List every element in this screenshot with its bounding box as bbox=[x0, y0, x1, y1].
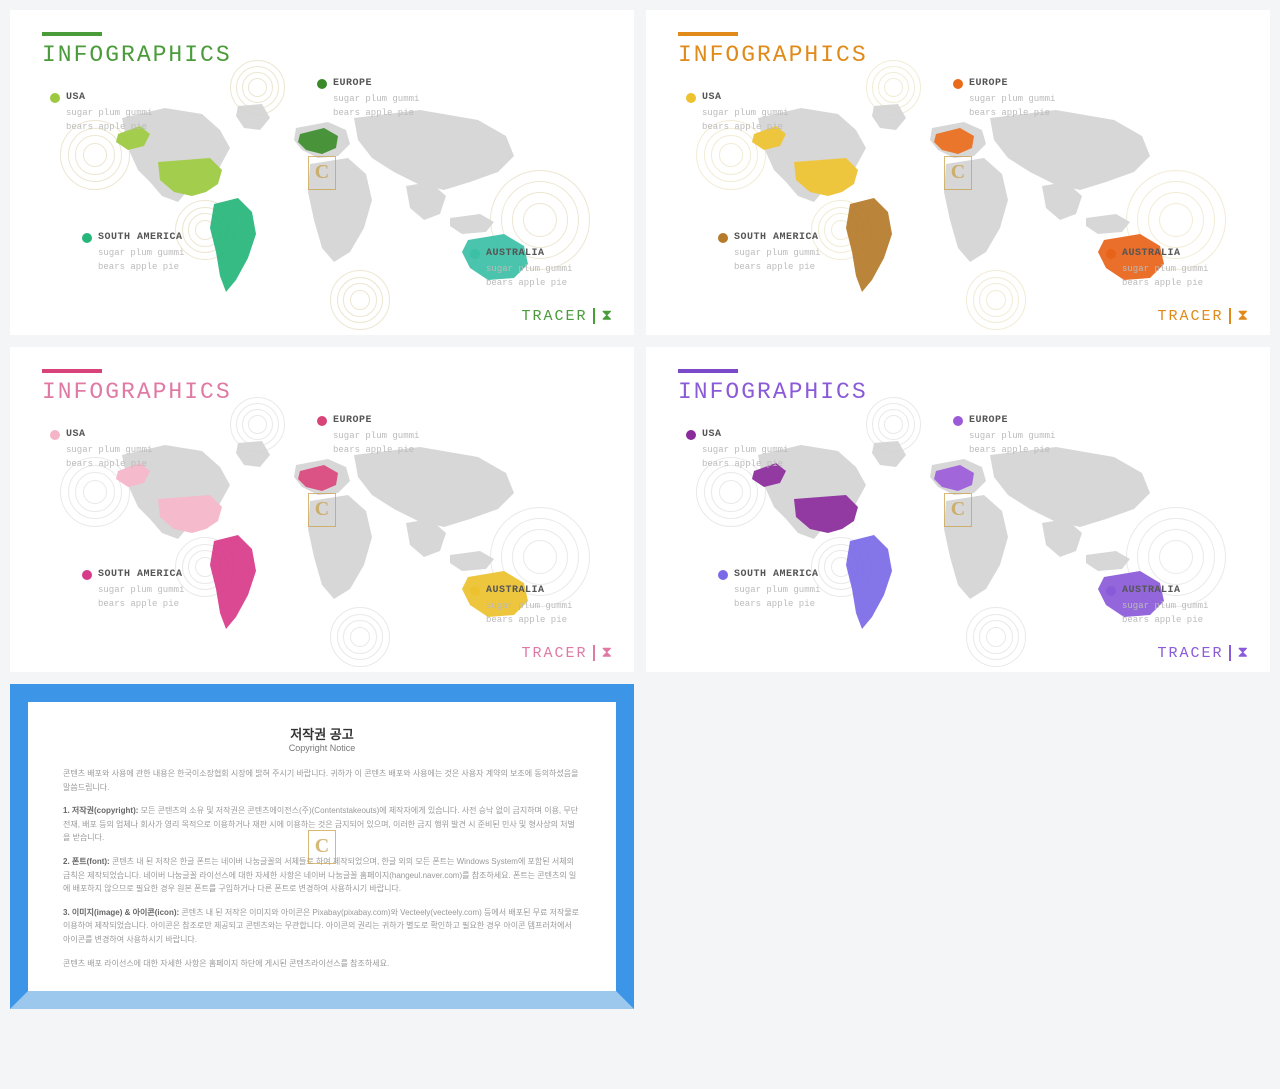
copyright-panel: 저작권 공고 Copyright Notice 콘텐츠 배포와 사용에 관한 내… bbox=[10, 684, 634, 1009]
copyright-body: 콘텐츠 배포와 사용에 관한 내용은 한국이소장협회 시장에 밝혀 주시기 바랍… bbox=[63, 767, 581, 970]
label-europe: EUROPE sugar plum gummi bears apple pie bbox=[317, 415, 457, 457]
label-usa: USA sugar plum gummi bears apple pie bbox=[686, 92, 826, 134]
dot-icon bbox=[686, 93, 696, 103]
label-europe: EUROPE sugar plum gummi bears apple pie bbox=[317, 78, 457, 120]
dot-icon bbox=[470, 586, 480, 596]
label-europe: EUROPE sugar plum gummi bears apple pie bbox=[953, 78, 1093, 120]
dot-icon bbox=[82, 233, 92, 243]
footer-brand: TRACER ⧗ bbox=[1157, 644, 1250, 662]
region-name: AUSTRALIA bbox=[1122, 248, 1181, 259]
region-desc: sugar plum gummi bears apple pie bbox=[969, 93, 1093, 120]
dot-icon bbox=[1106, 249, 1116, 259]
dot-icon bbox=[50, 430, 60, 440]
label-australia: AUSTRALIA sugar plum gummi bears apple p… bbox=[1106, 585, 1246, 627]
title-bar bbox=[678, 369, 738, 373]
region-desc: sugar plum gummi bears apple pie bbox=[333, 93, 457, 120]
label-usa: USA sugar plum gummi bears apple pie bbox=[686, 429, 826, 471]
region-desc: sugar plum gummi bears apple pie bbox=[98, 247, 222, 274]
label-south_america: SOUTH AMERICA sugar plum gummi bears app… bbox=[718, 569, 858, 611]
region-name: SOUTH AMERICA bbox=[98, 232, 183, 243]
region-desc: sugar plum gummi bears apple pie bbox=[1122, 263, 1246, 290]
label-south_america: SOUTH AMERICA sugar plum gummi bears app… bbox=[82, 569, 222, 611]
title-bar bbox=[678, 32, 738, 36]
region-name: EUROPE bbox=[969, 78, 1008, 89]
hourglass-icon: ⧗ bbox=[1237, 644, 1250, 662]
region-desc: sugar plum gummi bears apple pie bbox=[333, 430, 457, 457]
dot-icon bbox=[686, 430, 696, 440]
region-desc: sugar plum gummi bears apple pie bbox=[1122, 600, 1246, 627]
dot-icon bbox=[50, 93, 60, 103]
label-usa: USA sugar plum gummi bears apple pie bbox=[50, 92, 190, 134]
dot-icon bbox=[718, 233, 728, 243]
dot-icon bbox=[1106, 586, 1116, 596]
label-australia: AUSTRALIA sugar plum gummi bears apple p… bbox=[470, 585, 610, 627]
region-name: AUSTRALIA bbox=[486, 248, 545, 259]
hourglass-icon: ⧗ bbox=[601, 307, 614, 325]
region-name: EUROPE bbox=[333, 415, 372, 426]
dot-icon bbox=[718, 570, 728, 580]
title-bar bbox=[42, 32, 102, 36]
hourglass-icon: ⧗ bbox=[1237, 307, 1250, 325]
dot-icon bbox=[82, 570, 92, 580]
dot-icon bbox=[953, 79, 963, 89]
footer-brand: TRACER ⧗ bbox=[1157, 307, 1250, 325]
region-name: EUROPE bbox=[969, 415, 1008, 426]
region-name: USA bbox=[66, 429, 86, 440]
region-desc: sugar plum gummi bears apple pie bbox=[98, 584, 222, 611]
infographic-panel-1: INFOGRAPHICS USA sugar plum gummi bears … bbox=[646, 10, 1270, 335]
region-name: EUROPE bbox=[333, 78, 372, 89]
copyright-subtitle: Copyright Notice bbox=[63, 743, 581, 753]
infographic-panel-2: INFOGRAPHICS USA sugar plum gummi bears … bbox=[10, 347, 634, 672]
region-name: USA bbox=[702, 92, 722, 103]
infographic-panel-3: INFOGRAPHICS USA sugar plum gummi bears … bbox=[646, 347, 1270, 672]
region-name: USA bbox=[66, 92, 86, 103]
region-name: SOUTH AMERICA bbox=[734, 569, 819, 580]
dot-icon bbox=[470, 249, 480, 259]
copyright-title: 저작권 공고 bbox=[63, 724, 581, 743]
footer-brand: TRACER ⧗ bbox=[521, 307, 614, 325]
region-name: SOUTH AMERICA bbox=[98, 569, 183, 580]
panel-title: INFOGRAPHICS bbox=[678, 379, 868, 405]
infographic-panel-0: INFOGRAPHICS USA sugar plum gummi bears … bbox=[10, 10, 634, 335]
panel-title: INFOGRAPHICS bbox=[42, 42, 232, 68]
label-australia: AUSTRALIA sugar plum gummi bears apple p… bbox=[470, 248, 610, 290]
region-desc: sugar plum gummi bears apple pie bbox=[66, 444, 190, 471]
region-desc: sugar plum gummi bears apple pie bbox=[702, 444, 826, 471]
panel-title: INFOGRAPHICS bbox=[42, 379, 232, 405]
label-south_america: SOUTH AMERICA sugar plum gummi bears app… bbox=[82, 232, 222, 274]
region-desc: sugar plum gummi bears apple pie bbox=[734, 247, 858, 274]
region-name: USA bbox=[702, 429, 722, 440]
dot-icon bbox=[317, 79, 327, 89]
region-name: AUSTRALIA bbox=[486, 585, 545, 596]
region-name: AUSTRALIA bbox=[1122, 585, 1181, 596]
label-europe: EUROPE sugar plum gummi bears apple pie bbox=[953, 415, 1093, 457]
region-desc: sugar plum gummi bears apple pie bbox=[969, 430, 1093, 457]
label-australia: AUSTRALIA sugar plum gummi bears apple p… bbox=[1106, 248, 1246, 290]
footer-brand: TRACER ⧗ bbox=[521, 644, 614, 662]
region-name: SOUTH AMERICA bbox=[734, 232, 819, 243]
dot-icon bbox=[317, 416, 327, 426]
region-desc: sugar plum gummi bears apple pie bbox=[486, 600, 610, 627]
region-desc: sugar plum gummi bears apple pie bbox=[702, 107, 826, 134]
label-south_america: SOUTH AMERICA sugar plum gummi bears app… bbox=[718, 232, 858, 274]
hourglass-icon: ⧗ bbox=[601, 644, 614, 662]
label-usa: USA sugar plum gummi bears apple pie bbox=[50, 429, 190, 471]
region-desc: sugar plum gummi bears apple pie bbox=[486, 263, 610, 290]
panel-title: INFOGRAPHICS bbox=[678, 42, 868, 68]
region-desc: sugar plum gummi bears apple pie bbox=[66, 107, 190, 134]
region-desc: sugar plum gummi bears apple pie bbox=[734, 584, 858, 611]
title-bar bbox=[42, 369, 102, 373]
dot-icon bbox=[953, 416, 963, 426]
